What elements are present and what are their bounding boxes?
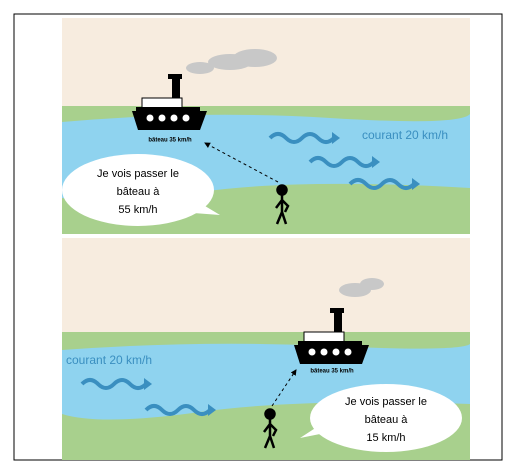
speech-line: Je vois passer le — [345, 396, 427, 408]
panel-top: bâteau 35 km/h courant 20 km/h Je vois p… — [62, 18, 470, 234]
page: bâteau 35 km/h courant 20 km/h Je vois p… — [0, 0, 520, 464]
current-label: courant 20 km/h — [66, 353, 152, 367]
speech-line: 15 km/h — [366, 432, 405, 444]
illustration: bâteau 35 km/h courant 20 km/h Je vois p… — [0, 0, 520, 464]
boat-label: bâteau 35 km/h — [148, 138, 192, 144]
speech-line: bâteau à — [365, 414, 409, 426]
speech-line: Je vois passer le — [97, 168, 179, 180]
speech-line: bâteau à — [117, 186, 161, 198]
boat-label: bâteau 35 km/h — [310, 369, 354, 375]
current-label: courant 20 km/h — [362, 128, 448, 142]
panel-bottom: bâteau 35 km/h courant 20 km/h Je vois p… — [62, 238, 470, 460]
speech-line: 55 km/h — [118, 204, 157, 216]
